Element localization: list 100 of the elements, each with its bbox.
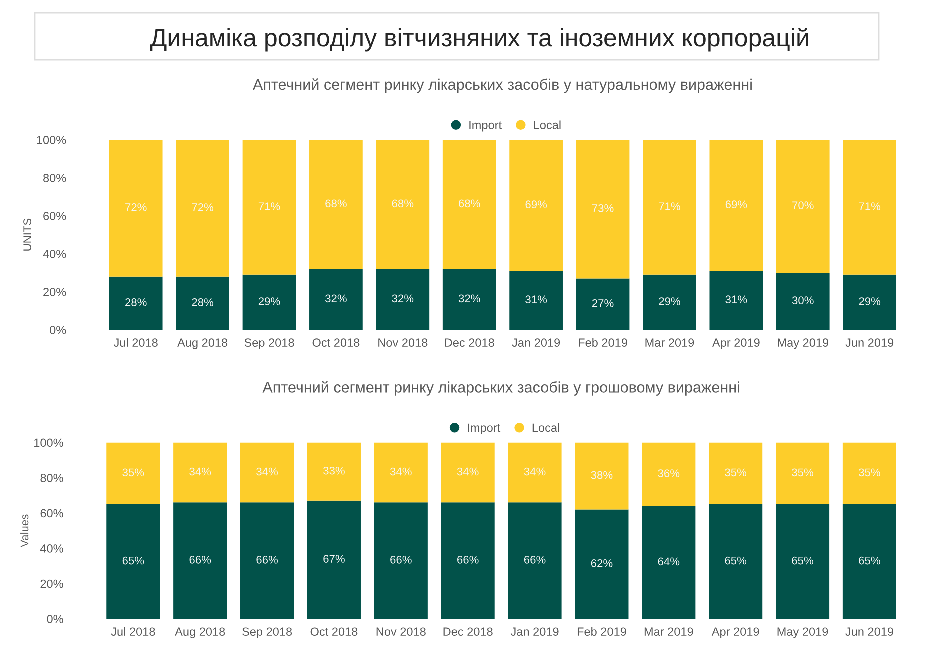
bar [106, 442, 160, 504]
data-label: 35% [792, 468, 814, 477]
bar [575, 510, 629, 620]
data-label: 34% [457, 468, 479, 476]
data-label: 36% [658, 470, 680, 478]
y-tick-label: 60% [44, 212, 66, 220]
x-tick-label: May 2019 [778, 628, 828, 638]
bar [442, 140, 496, 270]
x-tick-label: Jul 2018 [111, 627, 156, 636]
data-label: 66% [190, 556, 212, 564]
x-tick-label: Nov 2018 [378, 338, 428, 348]
bar [374, 502, 428, 620]
bar [642, 506, 696, 620]
chart-title: Аптечний сегмент ринку лікарських засобів у грошовому вираженні [262, 381, 740, 396]
bar [242, 140, 296, 275]
y-tick-label: 40% [43, 250, 66, 258]
bar [441, 502, 495, 620]
data-label: 27% [592, 299, 614, 308]
data-label: 66% [256, 556, 278, 564]
data-label: 35% [725, 468, 747, 477]
bar [576, 140, 630, 279]
bar [510, 271, 563, 330]
data-label: 71% [859, 202, 881, 210]
data-label: 31% [726, 296, 748, 304]
bar [109, 140, 163, 277]
data-label: 71% [659, 202, 680, 210]
x-tick-label: Nov 2018 [376, 628, 426, 636]
y-tick-label: 40% [40, 544, 64, 553]
data-label: 64% [658, 558, 680, 566]
x-tick-label: Oct 2018 [310, 628, 358, 636]
y-tick-label: 80% [44, 174, 66, 182]
bar [376, 269, 430, 330]
x-tick-label: Jan 2019 [512, 338, 560, 348]
x-tick-label: Jan 2019 [510, 628, 559, 636]
data-label: 32% [326, 294, 347, 303]
bar [642, 442, 696, 506]
x-tick-label: Aug 2018 [178, 338, 228, 350]
data-label: 29% [258, 298, 280, 306]
y-tick-label: 20% [44, 288, 66, 296]
data-label: 34% [256, 468, 278, 476]
data-label: 38% [591, 471, 613, 480]
data-label: 33% [324, 466, 345, 475]
bar [307, 442, 361, 501]
data-label: 28% [126, 298, 147, 306]
y-tick-label: 80% [40, 474, 64, 482]
x-tick-label: Dec 2018 [444, 628, 493, 636]
bar [240, 502, 294, 620]
bar [310, 269, 363, 330]
data-label: 73% [592, 204, 614, 212]
bar [109, 276, 163, 330]
x-tick-label: Dec 2018 [445, 338, 494, 348]
bar [575, 442, 629, 510]
bar [242, 274, 296, 330]
bar [709, 442, 763, 504]
y-tick-label: 0% [50, 326, 66, 334]
x-tick-label: Jun 2019 [846, 338, 894, 348]
data-label: 68% [326, 200, 347, 208]
chart-title: Динаміка розподілу вітчизняних та іноземних корпорацій [150, 28, 808, 52]
y-tick-label: 0% [47, 615, 64, 624]
y-tick-label: 100% [37, 136, 66, 144]
x-tick-label: Aug 2018 [175, 628, 226, 638]
x-tick-label: May 2019 [778, 338, 828, 350]
bar [842, 442, 896, 504]
x-tick-label: Feb 2019 [579, 338, 628, 348]
bar [843, 274, 897, 330]
bar [776, 140, 830, 274]
data-label: 72% [192, 204, 214, 212]
bar [106, 504, 160, 620]
data-label: 66% [390, 556, 412, 564]
bar [176, 276, 230, 330]
data-label: 35% [859, 468, 880, 477]
bar [310, 140, 363, 270]
bar [842, 504, 896, 620]
data-label: 65% [792, 556, 814, 565]
data-label: 72% [126, 204, 147, 212]
data-label: 70% [792, 202, 814, 210]
x-tick-label: Feb 2019 [578, 627, 626, 636]
data-label: 66% [524, 556, 546, 564]
x-tick-label: Apr 2019 [712, 628, 760, 638]
data-label: 65% [725, 556, 747, 565]
data-label: 65% [859, 556, 880, 565]
data-label: 32% [458, 294, 480, 303]
x-tick-label: Sep 2018 [242, 628, 292, 638]
chart-subtitle: Аптечний сегмент ринку лікарських засобів у натуральному вираженні [252, 78, 752, 94]
data-label: 71% [258, 202, 280, 210]
x-tick-label: Jul 2018 [114, 338, 158, 348]
data-label: 66% [458, 556, 479, 564]
bar [508, 502, 562, 620]
data-label: 34% [190, 468, 212, 476]
bar [776, 504, 830, 620]
legend-label: Import [470, 121, 502, 132]
bar [307, 500, 361, 620]
bar [376, 140, 430, 270]
bar [510, 140, 563, 272]
x-tick-label: Mar 2019 [644, 628, 694, 636]
bar [643, 140, 696, 275]
x-tick-label: Oct 2018 [312, 338, 360, 348]
data-label: 68% [459, 200, 480, 208]
x-tick-label: Apr 2019 [712, 338, 760, 350]
bar [442, 269, 496, 330]
